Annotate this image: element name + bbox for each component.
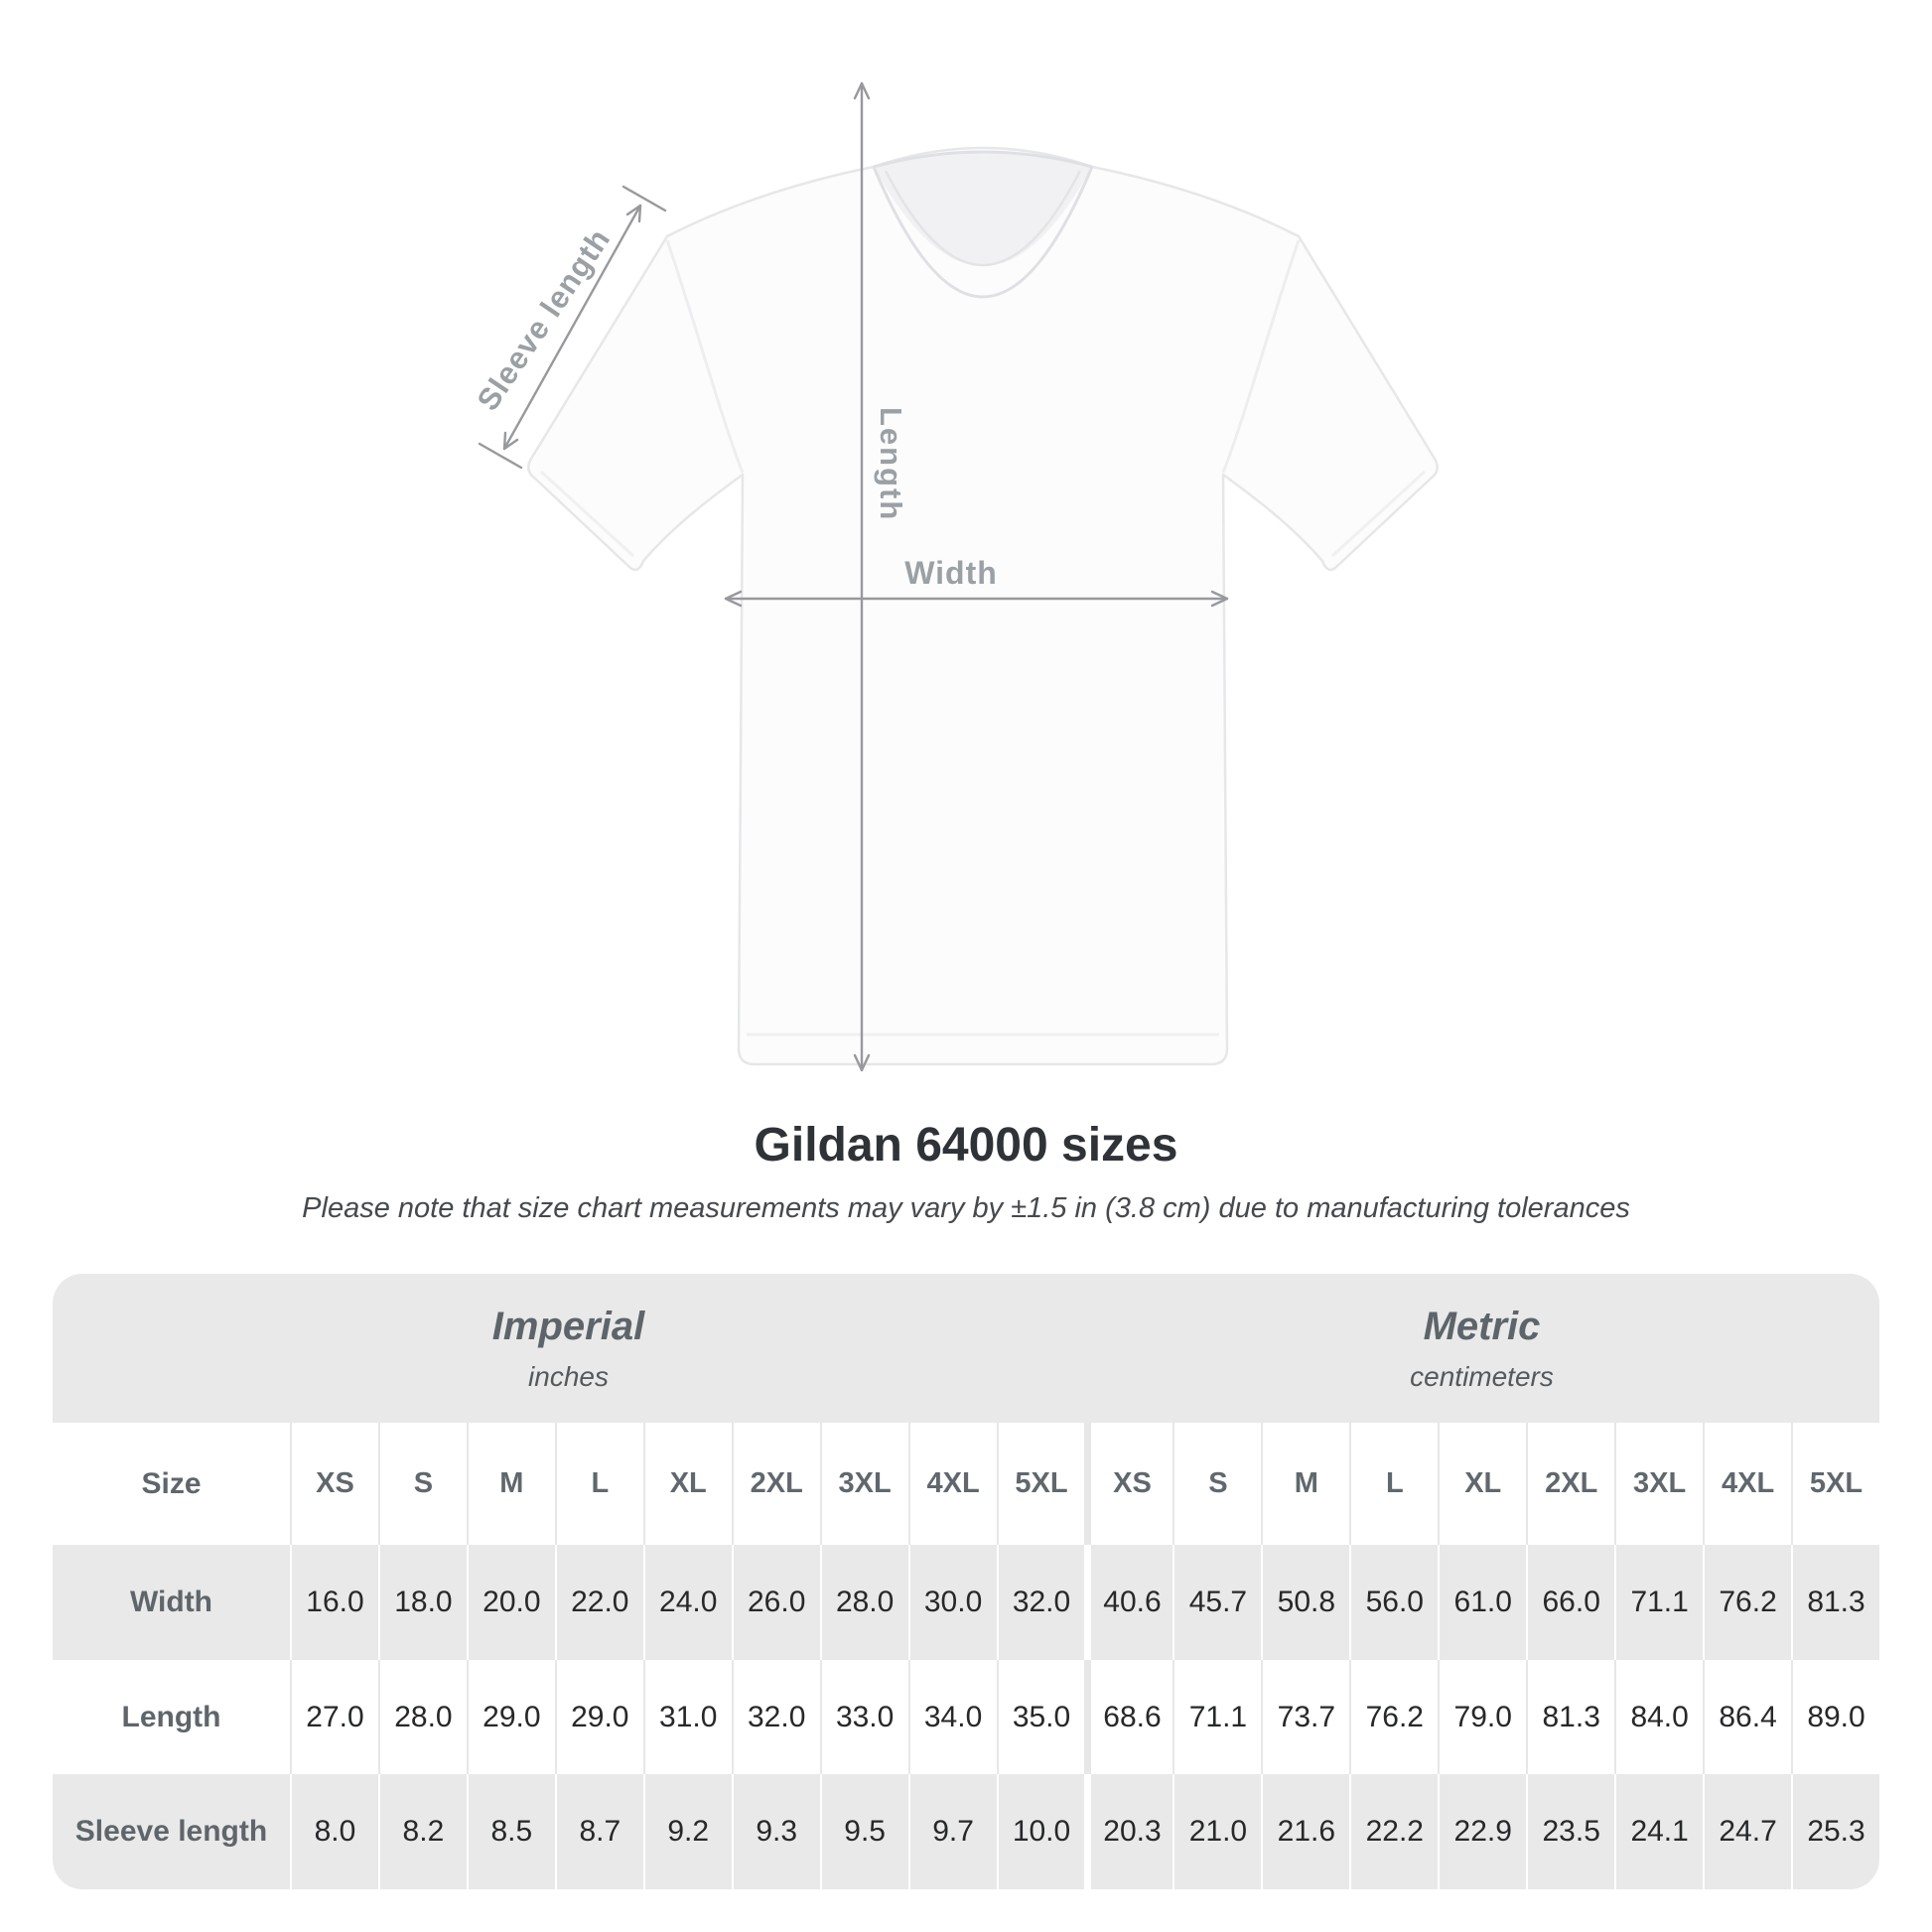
measurement-value-cell: 29.0	[554, 1659, 643, 1775]
measurement-value-cell: 10.0	[996, 1774, 1085, 1889]
measurement-value-cell: 21.0	[1173, 1774, 1261, 1889]
measurement-value-cell: 21.6	[1261, 1774, 1349, 1889]
measurement-value-cell: 27.0	[290, 1659, 378, 1775]
size-column-header: 5XL	[1791, 1423, 1879, 1545]
measurement-value-cell: 8.2	[377, 1774, 467, 1889]
size-column-header: M	[466, 1423, 555, 1545]
row-label-length: Length	[121, 1700, 221, 1733]
size-column-header: XS	[290, 1423, 378, 1545]
metric-label: Metric	[1423, 1304, 1541, 1348]
measurement-value-cell: 28.0	[819, 1545, 908, 1660]
measurement-value-cell: 9.3	[731, 1774, 820, 1889]
size-column-header: XS	[1084, 1423, 1173, 1545]
size-column-header: 4XL	[907, 1423, 997, 1545]
measurement-value-cell: 79.0	[1438, 1659, 1526, 1775]
measurement-value-cell: 9.7	[907, 1774, 997, 1889]
measurement-value-cell: 24.1	[1614, 1774, 1703, 1889]
measurement-value-cell: 20.3	[1084, 1774, 1173, 1889]
measurement-value-cell: 40.6	[1084, 1545, 1173, 1660]
measurement-value-cell: 32.0	[731, 1659, 820, 1775]
measurement-value-cell: 18.0	[377, 1545, 467, 1660]
collar-opening	[874, 152, 1092, 266]
measurement-value-cell: 76.2	[1349, 1659, 1438, 1775]
measurement-value-cell: 32.0	[996, 1545, 1085, 1660]
tshirt-graphic	[527, 146, 1439, 1066]
length-label: Length	[874, 407, 908, 522]
measurement-value-cell: 34.0	[907, 1659, 997, 1775]
table-row-width: Width 16.0 18.0 20.0 22.0 24.0 26.0 28.0 30.0 32…	[53, 1545, 1879, 1660]
measurement-value-cell: 8.5	[466, 1774, 555, 1889]
sleeve-length-arrow	[478, 185, 667, 470]
measurement-value-cell: 22.0	[554, 1545, 643, 1660]
metric-unit-label: centimeters	[1410, 1360, 1554, 1392]
size-column-header: M	[1261, 1423, 1349, 1545]
unit-header-band: Imperial inches Metric centimeters	[53, 1274, 1879, 1423]
measurement-value-cell: 66.0	[1526, 1545, 1614, 1660]
measurement-value-cell: 8.7	[554, 1774, 643, 1889]
measurement-value-cell: 8.0	[290, 1774, 378, 1889]
row-label-sleeve-length: Sleeve length	[74, 1815, 268, 1849]
measurement-value-cell: 25.3	[1791, 1774, 1879, 1889]
measurement-value-cell: 76.2	[1703, 1545, 1791, 1660]
row-label-width: Width	[129, 1585, 213, 1618]
length-arrow	[853, 81, 871, 1072]
page-title: Gildan 64000 sizes	[754, 1119, 1178, 1172]
measurement-value-cell: 24.0	[642, 1545, 732, 1660]
imperial-label: Imperial	[491, 1304, 645, 1348]
measurement-value-cell: 89.0	[1791, 1659, 1879, 1775]
measurement-value-cell: 22.2	[1349, 1774, 1438, 1889]
size-column-header: XL	[1438, 1423, 1526, 1545]
measurement-value-cell: 28.0	[377, 1659, 467, 1775]
size-column-header: XL	[642, 1423, 732, 1545]
size-header-row: Size XS S M L XL 2XL 3XL 4XL 5XL XS S M L XL 2XL 3XL 4XL…	[53, 1423, 1879, 1545]
measurement-value-cell: 26.0	[731, 1545, 820, 1660]
measurement-value-cell: 71.1	[1614, 1545, 1703, 1660]
measurement-value-cell: 23.5	[1526, 1774, 1614, 1889]
measurement-value-cell: 29.0	[466, 1659, 555, 1775]
measurement-value-cell: 61.0	[1438, 1545, 1526, 1660]
measurement-value-cell: 81.3	[1791, 1545, 1879, 1660]
size-column-header: L	[1349, 1423, 1438, 1545]
unit-header-imperial: Imperial inches	[53, 1274, 1084, 1423]
measurement-value-cell: 35.0	[996, 1659, 1085, 1775]
size-column-header: 4XL	[1703, 1423, 1791, 1545]
measurement-value-cell: 33.0	[819, 1659, 908, 1775]
width-label: Width	[904, 555, 998, 591]
measurement-value-cell: 86.4	[1703, 1659, 1791, 1775]
size-column-header: L	[554, 1423, 643, 1545]
measurement-value-cell: 81.3	[1526, 1659, 1614, 1775]
width-arrow	[724, 590, 1229, 608]
tolerance-note: Please note that size chart measurements…	[302, 1192, 1630, 1224]
measurement-value-cell: 71.1	[1173, 1659, 1261, 1775]
size-column-header: 2XL	[1526, 1423, 1614, 1545]
unit-header-metric: Metric centimeters	[1084, 1274, 1879, 1423]
measurement-value-cell: 31.0	[642, 1659, 732, 1775]
measurement-value-cell: 50.8	[1261, 1545, 1349, 1660]
measurement-value-cell: 9.2	[642, 1774, 732, 1889]
size-column-header: S	[377, 1423, 467, 1545]
size-column-header: 5XL	[996, 1423, 1085, 1545]
measurement-value-cell: 56.0	[1349, 1545, 1438, 1660]
size-column-label: Size	[141, 1466, 202, 1500]
measurement-value-cell: 22.9	[1438, 1774, 1526, 1889]
measurement-value-cell: 24.7	[1703, 1774, 1791, 1889]
size-column-header: 3XL	[1614, 1423, 1703, 1545]
measurement-value-cell: 20.0	[466, 1545, 555, 1660]
table-row-length: Length 27.0 28.0 29.0 29.0 31.0 32.0 33.0 34.0 3…	[53, 1659, 1879, 1775]
measurement-value-cell: 16.0	[290, 1545, 378, 1660]
measurement-value-cell: 84.0	[1614, 1659, 1703, 1775]
measurement-value-cell: 45.7	[1173, 1545, 1261, 1660]
size-column-header: 3XL	[819, 1423, 908, 1545]
measurement-value-cell: 68.6	[1084, 1659, 1173, 1775]
size-table: Imperial inches Metric centimeters Size …	[53, 1274, 1879, 1889]
measurement-value-cell: 9.5	[819, 1774, 908, 1889]
size-column-header: 2XL	[731, 1423, 820, 1545]
table-row-sleeve-length: Sleeve length 8.0 8.2 8.5 8.7 9.2 9.3 9.5 9.7 10…	[53, 1774, 1879, 1889]
measurement-value-cell: 73.7	[1261, 1659, 1349, 1775]
measurement-value-cell: 30.0	[907, 1545, 997, 1660]
size-column-header: S	[1173, 1423, 1261, 1545]
imperial-unit-label: inches	[528, 1360, 609, 1392]
